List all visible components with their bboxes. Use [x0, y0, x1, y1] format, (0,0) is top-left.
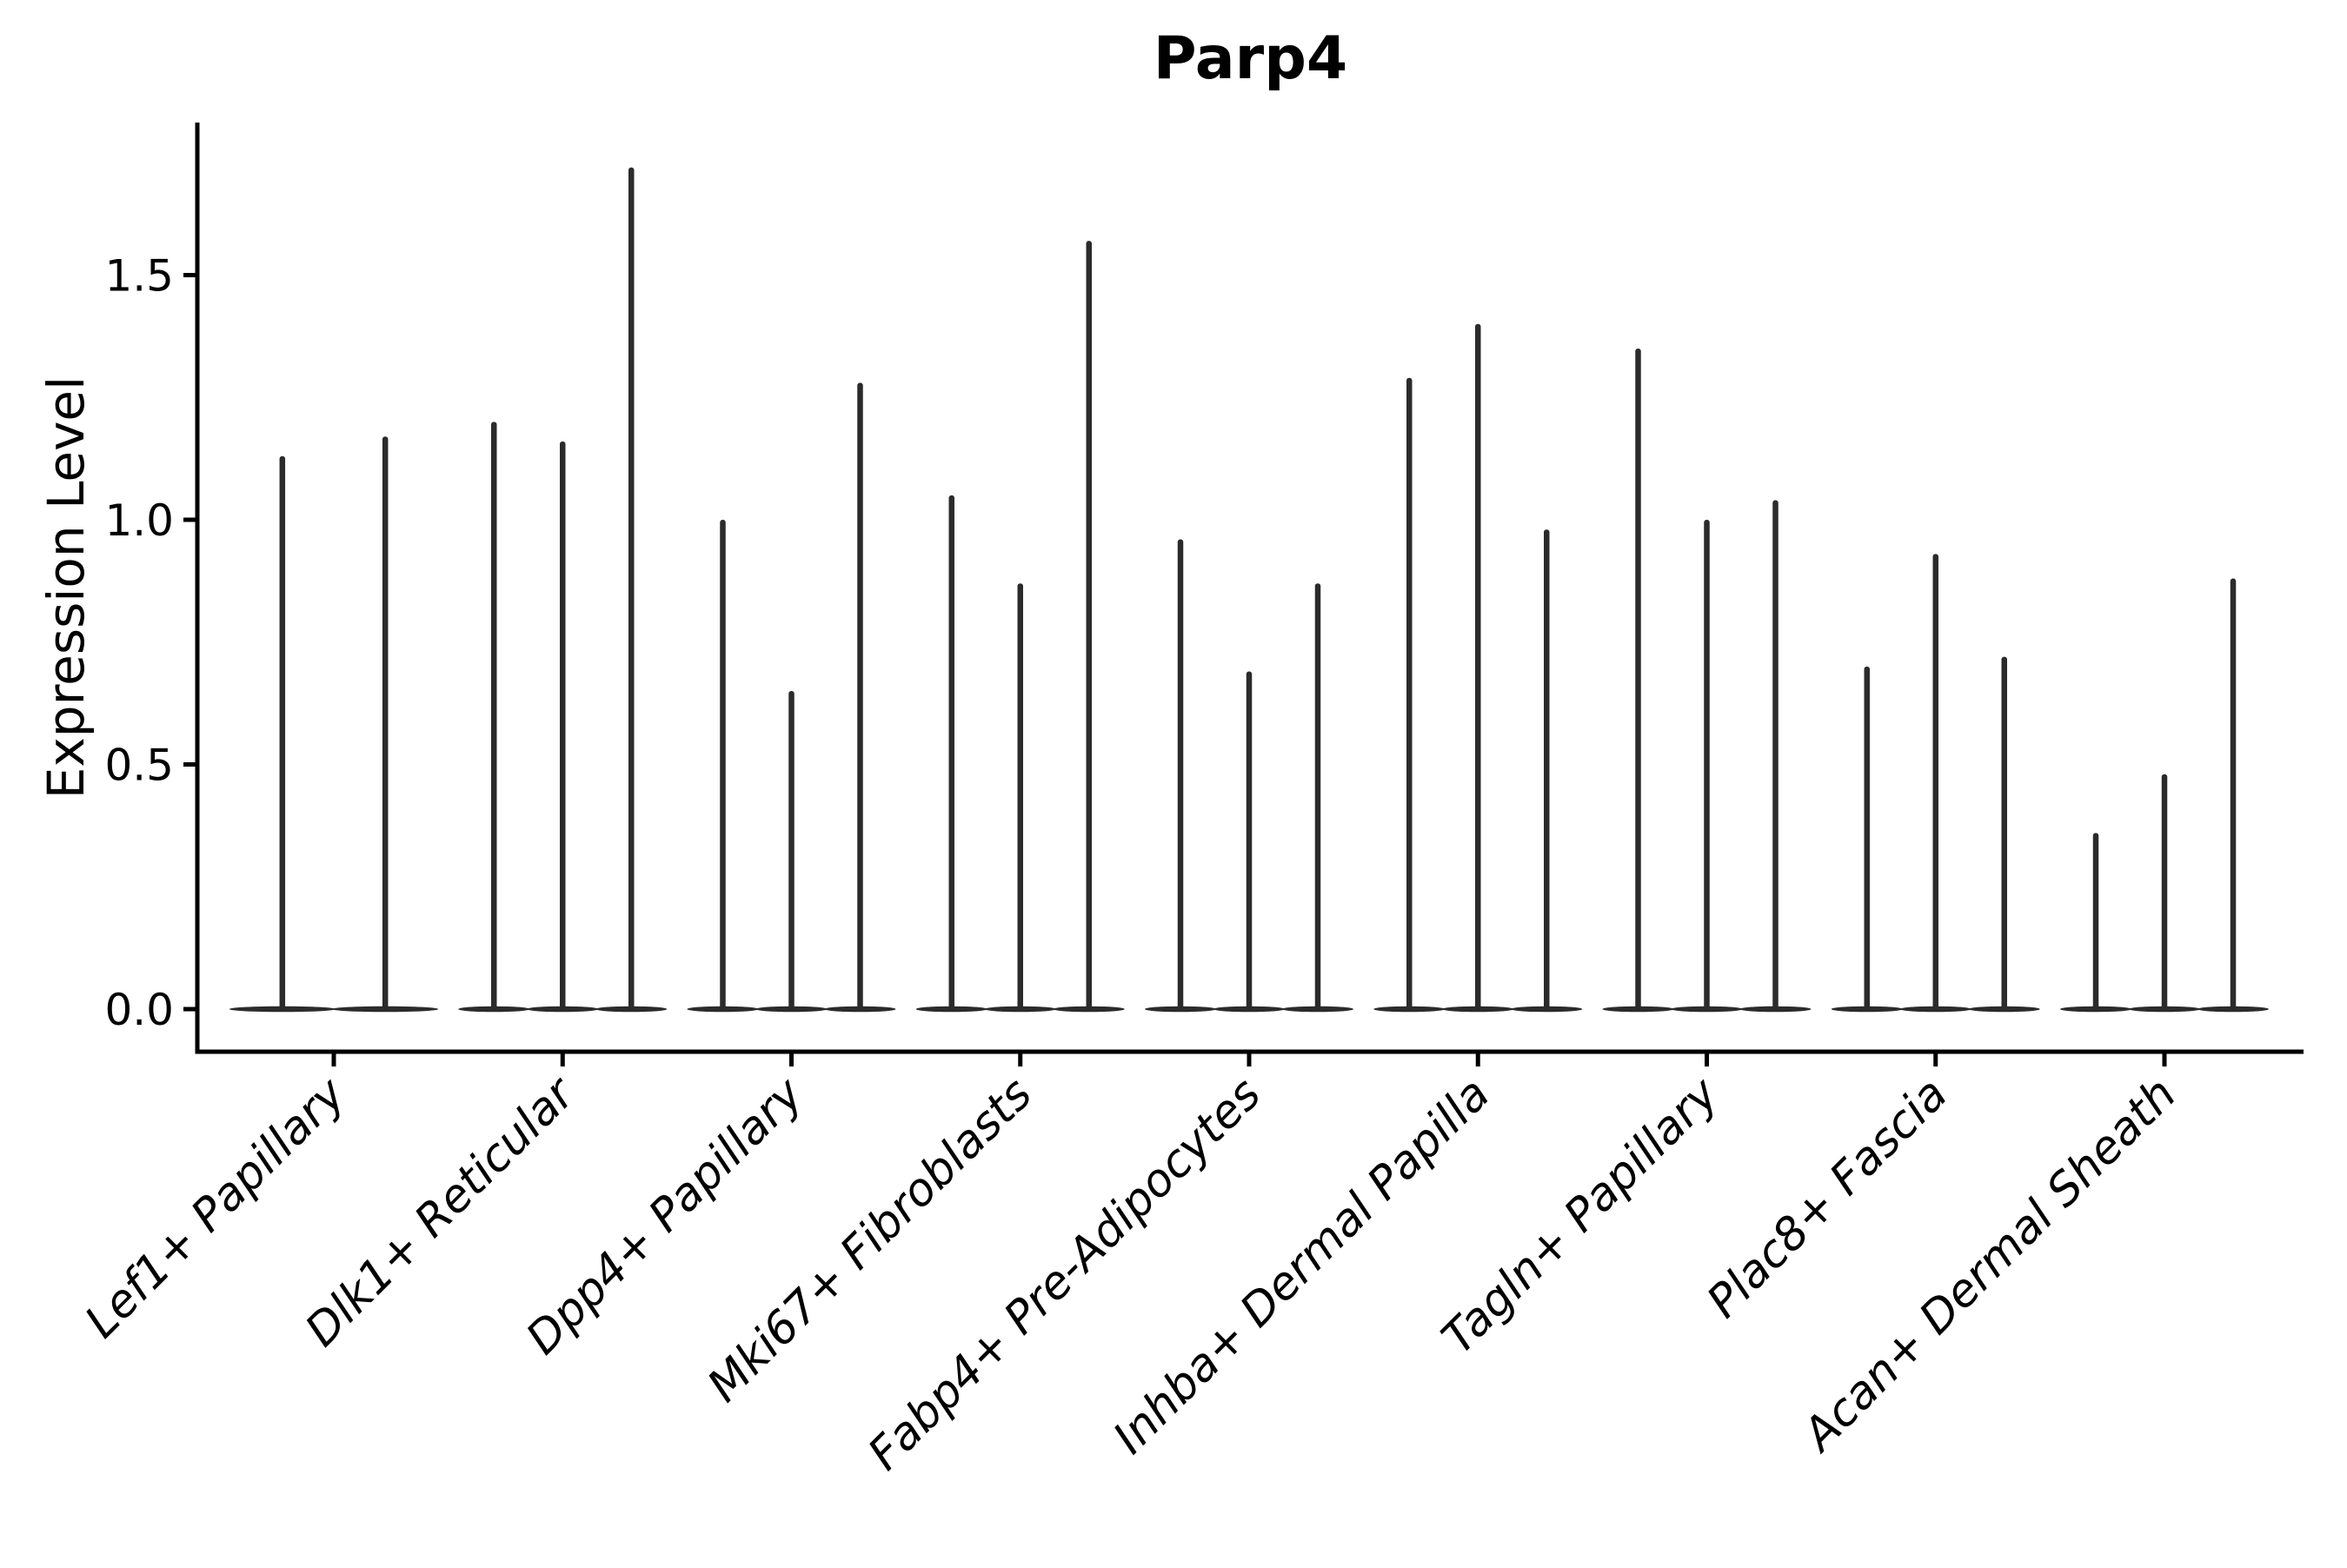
- violin-spike: [1864, 666, 1870, 1009]
- x-tick-label: Plac8+ Fascia: [1698, 1068, 1958, 1328]
- y-tick-label: 0.5: [104, 741, 174, 791]
- x-tick-label: Inhba+ Dermal Papilla: [1104, 1068, 1500, 1465]
- violin-spike: [1086, 241, 1092, 1010]
- violin-spike: [491, 422, 497, 1009]
- violin-spike: [1314, 583, 1321, 1009]
- violin-spike: [382, 436, 389, 1009]
- violin-spike: [857, 382, 863, 1009]
- violin-spike: [1475, 323, 1481, 1009]
- violin-spike: [720, 520, 726, 1009]
- chart-title: Parp4: [1153, 24, 1348, 93]
- y-tick-label: 1.0: [104, 495, 174, 546]
- x-tick-label: Fabp4+ Pre-Adipocytes: [859, 1068, 1272, 1481]
- violin-spike: [1246, 671, 1253, 1009]
- violin-spike: [2230, 578, 2237, 1009]
- violin-spike: [1704, 520, 1710, 1009]
- y-axis-title: Expression Level: [37, 375, 96, 800]
- violin-spike: [2092, 833, 2099, 1009]
- violin-spike: [628, 167, 635, 1009]
- violin-spike: [1772, 500, 1779, 1009]
- violin-spike: [2001, 656, 2007, 1009]
- violin-spike: [948, 495, 954, 1009]
- violin-spike: [1635, 348, 1641, 1009]
- y-tick-label: 1.5: [104, 251, 174, 302]
- violin-spike: [788, 691, 795, 1009]
- y-tick-label: 0.0: [104, 985, 174, 1035]
- violin-spike: [560, 441, 566, 1009]
- violin-spike: [1017, 583, 1023, 1009]
- x-tick-label: Acan+ Dermal Sheath: [1792, 1068, 2186, 1463]
- violin-spike: [1406, 377, 1413, 1010]
- violin-spike: [1177, 539, 1184, 1009]
- violin-spike: [2161, 774, 2168, 1009]
- violin-spike: [279, 455, 286, 1009]
- violin-spike: [1932, 554, 1938, 1009]
- violin-spike: [1544, 529, 1550, 1009]
